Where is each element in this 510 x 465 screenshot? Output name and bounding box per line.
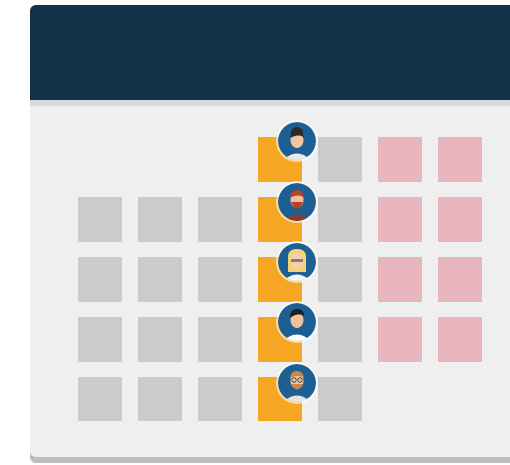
day-cell-weekend	[438, 197, 482, 242]
day-cell	[138, 257, 182, 302]
avatar	[276, 301, 318, 343]
day-cell	[78, 257, 122, 302]
day-cell-weekend	[438, 137, 482, 182]
day-cell-weekend	[438, 317, 482, 362]
week-row	[78, 377, 362, 421]
day-cell	[318, 317, 362, 362]
day-cell-weekend	[378, 137, 422, 182]
avatar	[276, 362, 318, 404]
day-cell	[78, 197, 122, 242]
day-cell	[198, 377, 242, 421]
day-cell-weekend	[378, 197, 422, 242]
day-cell-weekend	[378, 257, 422, 302]
avatar	[276, 120, 318, 162]
day-cell	[78, 317, 122, 362]
day-cell	[138, 197, 182, 242]
day-cell	[198, 257, 242, 302]
day-cell	[318, 197, 362, 242]
calendar-illustration	[0, 0, 510, 465]
day-cell	[138, 317, 182, 362]
day-cell	[318, 137, 362, 182]
day-cell	[138, 377, 182, 421]
avatar	[276, 181, 318, 223]
day-cell	[318, 257, 362, 302]
avatar	[276, 241, 318, 283]
day-cell-weekend	[378, 317, 422, 362]
page: (() => { const data = JSON.parse(documen…	[0, 0, 510, 465]
card-header	[30, 5, 510, 100]
day-cell	[318, 377, 362, 421]
day-cell	[198, 197, 242, 242]
header-divider	[30, 100, 510, 106]
day-cell	[198, 317, 242, 362]
day-cell-weekend	[438, 257, 482, 302]
day-cell	[78, 377, 122, 421]
